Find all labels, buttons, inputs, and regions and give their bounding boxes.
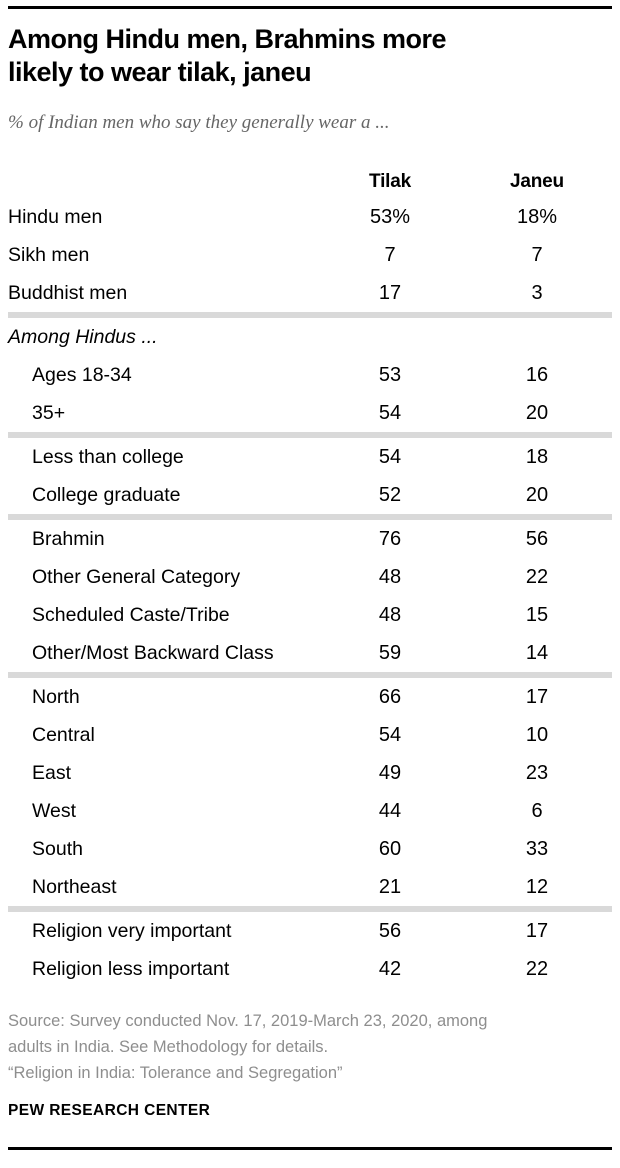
row-label: 35+ (32, 401, 66, 424)
row-label: College graduate (32, 483, 181, 506)
tilak-value: 49 (378, 761, 402, 784)
tilak-value: 7 (384, 243, 396, 266)
table-row: West 44 6 (0, 792, 620, 830)
tilak-value: 48 (378, 603, 402, 626)
janeu-value: 10 (525, 723, 549, 746)
table-row: Other/Most Backward Class 59 14 (0, 634, 620, 672)
table-row: East 49 23 (0, 754, 620, 792)
table-row: Religion very important 56 17 (0, 912, 620, 950)
row-label: Religion less important (32, 957, 230, 980)
tilak-value: 66 (378, 685, 402, 708)
section-divider (8, 432, 612, 438)
table-row: Hindu men 53% 18% (0, 198, 620, 236)
row-label: Scheduled Caste/Tribe (32, 603, 230, 626)
tilak-value: 48 (378, 565, 402, 588)
janeu-value: 15 (525, 603, 549, 626)
table-row: Northeast 21 12 (0, 868, 620, 906)
tilak-value: 56 (378, 919, 402, 942)
table-row: Central 54 10 (0, 716, 620, 754)
section-label: Among Hindus ... (8, 325, 158, 348)
source-line-2: adults in India. See Methodology for det… (8, 1038, 329, 1056)
janeu-value: 17 (525, 685, 549, 708)
tilak-value: 53 (378, 363, 402, 386)
row-label: South (32, 837, 83, 860)
janeu-value: 7 (531, 243, 543, 266)
table-row: Religion less important 42 22 (0, 950, 620, 988)
chart-subtitle: % of Indian men who say they generally w… (8, 112, 390, 133)
source-note: Source: Survey conducted Nov. 17, 2019-M… (8, 1008, 612, 1086)
row-label: Brahmin (32, 527, 105, 550)
row-label: Hindu men (8, 205, 103, 228)
table-row: Less than college 54 18 (0, 438, 620, 476)
row-label: Less than college (32, 445, 184, 468)
tilak-value: 76 (378, 527, 402, 550)
column-header-tilak: Tilak (369, 170, 411, 192)
tilak-value: 53% (369, 205, 411, 228)
table-row: College graduate 52 20 (0, 476, 620, 514)
janeu-value: 18% (516, 205, 558, 228)
row-label: East (32, 761, 72, 784)
row-label: Other/Most Backward Class (32, 641, 274, 664)
janeu-value: 3 (531, 281, 543, 304)
janeu-value: 22 (525, 565, 549, 588)
tilak-value: 44 (378, 799, 402, 822)
table-row: Other General Category 48 22 (0, 558, 620, 596)
row-label: Religion very important (32, 919, 232, 942)
table-row: Ages 18-34 53 16 (0, 356, 620, 394)
table-row: 35+ 54 20 (0, 394, 620, 432)
table-row: Sikh men 7 7 (0, 236, 620, 274)
pew-research-center-brand: PEW RESEARCH CENTER (8, 1102, 211, 1119)
table-header-row: Tilak Janeu (0, 165, 620, 198)
janeu-value: 23 (525, 761, 549, 784)
source-line-1: Source: Survey conducted Nov. 17, 2019-M… (8, 1012, 488, 1030)
row-label: Ages 18-34 (32, 363, 132, 386)
table-row: Scheduled Caste/Tribe 48 15 (0, 596, 620, 634)
section-divider (8, 906, 612, 912)
bottom-rule (8, 1147, 612, 1150)
row-label: Northeast (32, 875, 117, 898)
tilak-value: 54 (378, 401, 402, 424)
table-row: South 60 33 (0, 830, 620, 868)
section-divider (8, 312, 612, 318)
table-row: Brahmin 76 56 (0, 520, 620, 558)
janeu-value: 20 (525, 401, 549, 424)
row-label: North (32, 685, 80, 708)
title-line-1: Among Hindu men, Brahmins more (8, 24, 447, 54)
janeu-value: 33 (525, 837, 549, 860)
tilak-value: 54 (378, 723, 402, 746)
top-rule (8, 6, 612, 9)
tilak-value: 21 (378, 875, 402, 898)
column-header-janeu: Janeu (510, 170, 564, 192)
data-table: Tilak Janeu Hindu men 53% 18% Sikh men 7 7 Bud… (0, 165, 620, 988)
row-label: Sikh men (8, 243, 90, 266)
janeu-value: 22 (525, 957, 549, 980)
janeu-value: 16 (525, 363, 549, 386)
report-title-quote: “Religion in India: Tolerance and Segreg… (8, 1064, 343, 1082)
section-divider (8, 514, 612, 520)
janeu-value: 56 (525, 527, 549, 550)
tilak-value: 54 (378, 445, 402, 468)
row-label: Central (32, 723, 95, 746)
janeu-value: 14 (525, 641, 549, 664)
table-row: Buddhist men 17 3 (0, 274, 620, 312)
janeu-value: 18 (525, 445, 549, 468)
tilak-value: 52 (378, 483, 402, 506)
janeu-value: 17 (525, 919, 549, 942)
row-label: West (32, 799, 77, 822)
tilak-value: 59 (378, 641, 402, 664)
tilak-value: 17 (378, 281, 402, 304)
section-divider (8, 672, 612, 678)
janeu-value: 6 (531, 799, 543, 822)
section-label-row: Among Hindus ... (0, 318, 620, 356)
page-title: Among Hindu men, Brahmins more likely to … (8, 23, 612, 89)
row-label: Buddhist men (8, 281, 128, 304)
title-line-2: likely to wear tilak, janeu (8, 57, 312, 87)
table-row: North 66 17 (0, 678, 620, 716)
janeu-value: 20 (525, 483, 549, 506)
table-body: Hindu men 53% 18% Sikh men 7 7 Buddhist men 17 3… (0, 198, 620, 988)
tilak-value: 42 (378, 957, 402, 980)
row-label: Other General Category (32, 565, 241, 588)
tilak-value: 60 (378, 837, 402, 860)
janeu-value: 12 (525, 875, 549, 898)
